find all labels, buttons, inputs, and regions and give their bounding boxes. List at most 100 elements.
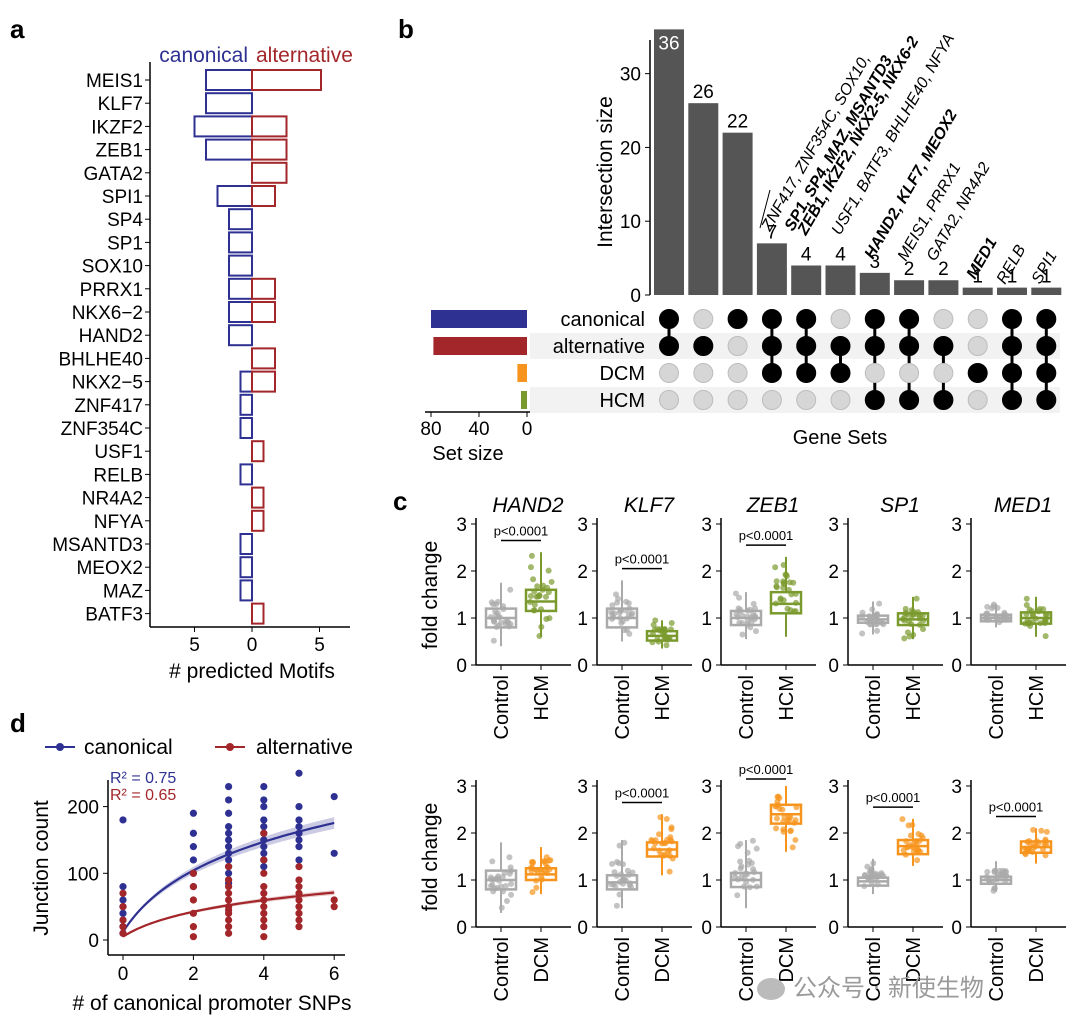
c-gene-title: ZEB1	[746, 494, 800, 517]
c-point	[918, 832, 925, 839]
c-point	[502, 618, 509, 625]
b-bar-value: 7	[767, 222, 778, 243]
b-matrix-dot-on	[796, 363, 817, 383]
b-bar	[997, 287, 1027, 295]
c-point	[534, 583, 541, 590]
c-point	[789, 844, 796, 851]
a-bar-alternative	[251, 486, 265, 509]
c-ytick-label: 3	[951, 515, 962, 536]
a-legend-alternative: alternative	[256, 44, 353, 67]
c-point	[1023, 601, 1030, 608]
c-ytick-label: 1	[701, 871, 712, 892]
d-r2-alternative: R² = 0.65	[110, 787, 176, 804]
a-tick-label: ZNF417	[74, 396, 143, 417]
c-ytick-label: 2	[701, 562, 712, 583]
d-point-alternative	[295, 883, 303, 891]
d-point-alternative	[260, 903, 268, 911]
a-bar-canonical	[239, 463, 253, 486]
c-point	[785, 814, 792, 821]
d-legend-dot-canonical	[56, 743, 64, 751]
b-bar-value: 1	[1007, 267, 1018, 288]
b-matrix-dot-off	[967, 336, 988, 356]
b-matrix-dot-off	[796, 390, 817, 410]
b-matrix-dot-off	[830, 390, 851, 410]
a-bar-canonical	[228, 301, 253, 323]
c-xtick-label: HCM	[776, 675, 798, 721]
c-point	[780, 826, 787, 833]
c-point	[616, 860, 623, 867]
b-set-size-bar	[431, 310, 527, 328]
c-xtick-label: Control	[986, 937, 1008, 1001]
b-matrix-dot-on	[796, 336, 817, 356]
c-point	[732, 590, 739, 597]
d-point-canonical	[119, 896, 127, 904]
b-matrix-dot-on	[1002, 336, 1022, 356]
c-p-value: p<0.0001	[866, 790, 921, 805]
b-ytick-label: 0	[630, 286, 641, 307]
b-bar	[654, 29, 684, 295]
c-point	[776, 795, 783, 802]
c-point	[1043, 828, 1050, 835]
c-point	[655, 831, 662, 838]
b-matrix-dot-on	[659, 336, 679, 356]
c-point	[792, 817, 799, 824]
a-bar-alternative	[251, 370, 276, 393]
c-ytick-label: 1	[577, 871, 588, 892]
a-tick-label: BHLHE40	[59, 349, 144, 370]
a-tick-label: ZEB1	[95, 141, 143, 162]
a-bar-canonical	[239, 579, 253, 602]
wechat-icon	[757, 978, 785, 1000]
c-point	[786, 579, 793, 586]
b-matrix-dot-on	[967, 363, 988, 383]
d-point-alternative	[260, 889, 268, 897]
b-matrix-dot-on	[1036, 336, 1057, 356]
b-ytick-label: 10	[620, 212, 641, 233]
b-matrix-dot-off	[830, 309, 851, 329]
a-tick-label: PRRX1	[80, 280, 143, 301]
c-point	[548, 578, 555, 585]
d-point-alternative	[330, 903, 338, 911]
a-bar-alternative	[251, 347, 276, 370]
a-tick-label: GATA2	[84, 164, 143, 185]
c-point	[734, 892, 741, 899]
b-matrix-dot-on	[1036, 363, 1057, 383]
c-point	[866, 868, 873, 875]
a-bar-alternative	[251, 602, 265, 625]
b-annotation: RELB	[994, 242, 1030, 287]
panel-label-a: a	[10, 14, 25, 44]
c-ytick-label: 1	[456, 871, 467, 892]
d-point-canonical	[260, 803, 268, 811]
b-bar-value: 3	[870, 252, 881, 273]
b-matrix-dot-on	[899, 390, 920, 410]
c-point	[787, 827, 794, 834]
d-point-canonical	[295, 843, 303, 851]
c-point	[611, 869, 618, 876]
c-ytick-label: 0	[951, 918, 962, 939]
a-legend-canonical: canonical	[159, 44, 248, 67]
d-point-canonical	[330, 849, 338, 857]
c-point	[613, 902, 620, 909]
a-tick-label: NKX2−5	[72, 373, 143, 394]
b-set-size-tick-label: 40	[468, 419, 489, 440]
c-point	[750, 600, 757, 607]
d-point-canonical	[225, 782, 233, 791]
b-matrix-dot-off	[659, 363, 679, 383]
c-ytick-label: 2	[828, 562, 839, 583]
d-point-alternative	[119, 903, 127, 911]
d-point-canonical	[119, 909, 127, 917]
c-point	[621, 875, 628, 882]
a-tick-label: NFYA	[94, 512, 144, 533]
d-point-alternative	[295, 916, 303, 924]
c-point	[609, 602, 616, 609]
c-point	[507, 586, 514, 593]
d-point-alternative	[119, 923, 127, 931]
c-gene-title: SP1	[880, 494, 920, 517]
c-point	[988, 605, 995, 612]
c-xtick-label: HCM	[903, 675, 925, 721]
c-p-value: p<0.0001	[739, 762, 794, 777]
c-point	[663, 815, 670, 822]
d-point-canonical	[260, 796, 268, 804]
c-ytick-label: 3	[456, 777, 467, 798]
